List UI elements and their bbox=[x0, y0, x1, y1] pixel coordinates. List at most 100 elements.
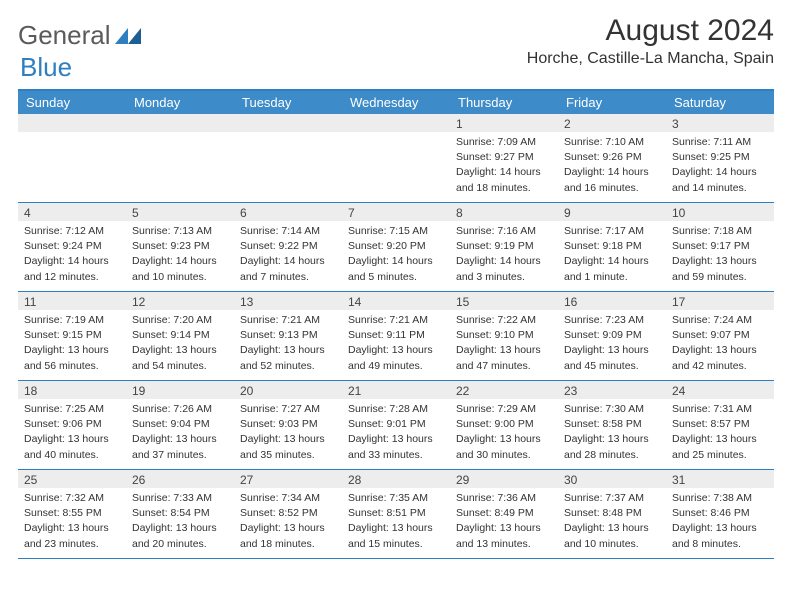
sunset-text: Sunset: 9:07 PM bbox=[672, 328, 768, 342]
cell-body: Sunrise: 7:18 AMSunset: 9:17 PMDaylight:… bbox=[666, 221, 774, 289]
daylight-text: Daylight: 13 hours bbox=[456, 432, 552, 446]
calendar-cell: 5Sunrise: 7:13 AMSunset: 9:23 PMDaylight… bbox=[126, 203, 234, 291]
sunrise-text: Sunrise: 7:21 AM bbox=[348, 313, 444, 327]
sunset-text: Sunset: 9:09 PM bbox=[564, 328, 660, 342]
daylight-text: Daylight: 14 hours bbox=[132, 254, 228, 268]
sunrise-text: Sunrise: 7:30 AM bbox=[564, 402, 660, 416]
calendar-cell: 17Sunrise: 7:24 AMSunset: 9:07 PMDayligh… bbox=[666, 292, 774, 380]
sunrise-text: Sunrise: 7:19 AM bbox=[24, 313, 120, 327]
sunrise-text: Sunrise: 7:27 AM bbox=[240, 402, 336, 416]
cell-body: Sunrise: 7:28 AMSunset: 9:01 PMDaylight:… bbox=[342, 399, 450, 467]
sunrise-text: Sunrise: 7:34 AM bbox=[240, 491, 336, 505]
date-number: 25 bbox=[18, 470, 126, 488]
calendar-cell: 10Sunrise: 7:18 AMSunset: 9:17 PMDayligh… bbox=[666, 203, 774, 291]
cell-body: Sunrise: 7:20 AMSunset: 9:14 PMDaylight:… bbox=[126, 310, 234, 378]
daylight-text: Daylight: 13 hours bbox=[348, 432, 444, 446]
daylight-text: and 8 minutes. bbox=[672, 537, 768, 551]
daylight-text: and 59 minutes. bbox=[672, 270, 768, 284]
daylight-text: and 40 minutes. bbox=[24, 448, 120, 462]
sunrise-text: Sunrise: 7:18 AM bbox=[672, 224, 768, 238]
cell-body: Sunrise: 7:21 AMSunset: 9:11 PMDaylight:… bbox=[342, 310, 450, 378]
sunrise-text: Sunrise: 7:31 AM bbox=[672, 402, 768, 416]
sunset-text: Sunset: 9:00 PM bbox=[456, 417, 552, 431]
sunrise-text: Sunrise: 7:37 AM bbox=[564, 491, 660, 505]
daylight-text: Daylight: 13 hours bbox=[24, 343, 120, 357]
sunset-text: Sunset: 9:23 PM bbox=[132, 239, 228, 253]
daylight-text: Daylight: 13 hours bbox=[456, 521, 552, 535]
calendar-cell: 14Sunrise: 7:21 AMSunset: 9:11 PMDayligh… bbox=[342, 292, 450, 380]
daylight-text: Daylight: 13 hours bbox=[672, 343, 768, 357]
daylight-text: and 47 minutes. bbox=[456, 359, 552, 373]
day-header: Wednesday bbox=[342, 91, 450, 114]
sunrise-text: Sunrise: 7:16 AM bbox=[456, 224, 552, 238]
sunrise-text: Sunrise: 7:35 AM bbox=[348, 491, 444, 505]
calendar: Sunday Monday Tuesday Wednesday Thursday… bbox=[18, 89, 774, 559]
calendar-cell: 9Sunrise: 7:17 AMSunset: 9:18 PMDaylight… bbox=[558, 203, 666, 291]
daylight-text: and 49 minutes. bbox=[348, 359, 444, 373]
sunset-text: Sunset: 9:03 PM bbox=[240, 417, 336, 431]
cell-body: Sunrise: 7:30 AMSunset: 8:58 PMDaylight:… bbox=[558, 399, 666, 467]
daylight-text: Daylight: 14 hours bbox=[456, 254, 552, 268]
cell-body: Sunrise: 7:33 AMSunset: 8:54 PMDaylight:… bbox=[126, 488, 234, 556]
sunrise-text: Sunrise: 7:26 AM bbox=[132, 402, 228, 416]
cell-body: Sunrise: 7:31 AMSunset: 8:57 PMDaylight:… bbox=[666, 399, 774, 467]
daylight-text: Daylight: 14 hours bbox=[240, 254, 336, 268]
sunset-text: Sunset: 8:55 PM bbox=[24, 506, 120, 520]
cell-body: Sunrise: 7:12 AMSunset: 9:24 PMDaylight:… bbox=[18, 221, 126, 289]
sunset-text: Sunset: 9:17 PM bbox=[672, 239, 768, 253]
cell-body: Sunrise: 7:35 AMSunset: 8:51 PMDaylight:… bbox=[342, 488, 450, 556]
calendar-week: 18Sunrise: 7:25 AMSunset: 9:06 PMDayligh… bbox=[18, 381, 774, 470]
brand-part1: General bbox=[18, 20, 111, 51]
date-number: 6 bbox=[234, 203, 342, 221]
sunset-text: Sunset: 8:51 PM bbox=[348, 506, 444, 520]
date-number: 19 bbox=[126, 381, 234, 399]
sunset-text: Sunset: 8:52 PM bbox=[240, 506, 336, 520]
daylight-text: Daylight: 13 hours bbox=[240, 432, 336, 446]
brand-part2: Blue bbox=[20, 52, 72, 82]
daylight-text: Daylight: 13 hours bbox=[132, 432, 228, 446]
calendar-cell bbox=[234, 114, 342, 202]
sunrise-text: Sunrise: 7:10 AM bbox=[564, 135, 660, 149]
calendar-cell: 15Sunrise: 7:22 AMSunset: 9:10 PMDayligh… bbox=[450, 292, 558, 380]
daylight-text: and 37 minutes. bbox=[132, 448, 228, 462]
cell-body: Sunrise: 7:38 AMSunset: 8:46 PMDaylight:… bbox=[666, 488, 774, 556]
calendar-cell: 3Sunrise: 7:11 AMSunset: 9:25 PMDaylight… bbox=[666, 114, 774, 202]
calendar-cell: 29Sunrise: 7:36 AMSunset: 8:49 PMDayligh… bbox=[450, 470, 558, 558]
date-number: 12 bbox=[126, 292, 234, 310]
day-header: Saturday bbox=[666, 91, 774, 114]
calendar-cell: 13Sunrise: 7:21 AMSunset: 9:13 PMDayligh… bbox=[234, 292, 342, 380]
date-number: 26 bbox=[126, 470, 234, 488]
cell-body: Sunrise: 7:32 AMSunset: 8:55 PMDaylight:… bbox=[18, 488, 126, 556]
daylight-text: and 13 minutes. bbox=[456, 537, 552, 551]
date-number: 30 bbox=[558, 470, 666, 488]
sunrise-text: Sunrise: 7:25 AM bbox=[24, 402, 120, 416]
cell-body: Sunrise: 7:24 AMSunset: 9:07 PMDaylight:… bbox=[666, 310, 774, 378]
daylight-text: and 35 minutes. bbox=[240, 448, 336, 462]
date-number: 20 bbox=[234, 381, 342, 399]
date-number: 17 bbox=[666, 292, 774, 310]
calendar-cell: 1Sunrise: 7:09 AMSunset: 9:27 PMDaylight… bbox=[450, 114, 558, 202]
daylight-text: and 25 minutes. bbox=[672, 448, 768, 462]
sunset-text: Sunset: 9:20 PM bbox=[348, 239, 444, 253]
calendar-week: 4Sunrise: 7:12 AMSunset: 9:24 PMDaylight… bbox=[18, 203, 774, 292]
calendar-week: 25Sunrise: 7:32 AMSunset: 8:55 PMDayligh… bbox=[18, 470, 774, 559]
daylight-text: Daylight: 14 hours bbox=[456, 165, 552, 179]
daylight-text: Daylight: 13 hours bbox=[348, 343, 444, 357]
date-number: 29 bbox=[450, 470, 558, 488]
cell-body: Sunrise: 7:37 AMSunset: 8:48 PMDaylight:… bbox=[558, 488, 666, 556]
calendar-cell: 22Sunrise: 7:29 AMSunset: 9:00 PMDayligh… bbox=[450, 381, 558, 469]
sunset-text: Sunset: 9:11 PM bbox=[348, 328, 444, 342]
date-number: 3 bbox=[666, 114, 774, 132]
calendar-cell: 30Sunrise: 7:37 AMSunset: 8:48 PMDayligh… bbox=[558, 470, 666, 558]
date-number: 1 bbox=[450, 114, 558, 132]
daylight-text: Daylight: 14 hours bbox=[564, 165, 660, 179]
sunrise-text: Sunrise: 7:11 AM bbox=[672, 135, 768, 149]
day-header: Tuesday bbox=[234, 91, 342, 114]
daylight-text: Daylight: 13 hours bbox=[672, 521, 768, 535]
daylight-text: Daylight: 13 hours bbox=[348, 521, 444, 535]
cell-body: Sunrise: 7:36 AMSunset: 8:49 PMDaylight:… bbox=[450, 488, 558, 556]
daylight-text: and 12 minutes. bbox=[24, 270, 120, 284]
brand-logo: General bbox=[18, 20, 141, 51]
daylight-text: and 45 minutes. bbox=[564, 359, 660, 373]
date-number: 5 bbox=[126, 203, 234, 221]
